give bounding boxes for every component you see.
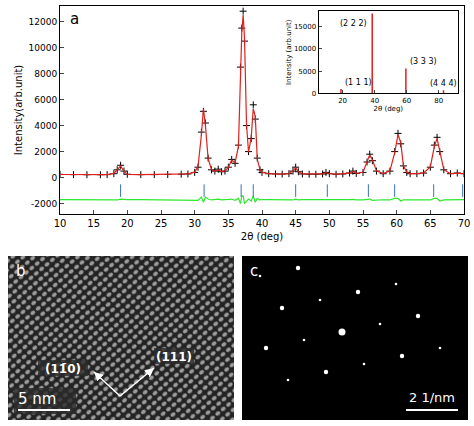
svg-text:-2000: -2000 bbox=[31, 199, 57, 209]
svg-text:b: b bbox=[16, 262, 26, 280]
svg-text:45: 45 bbox=[289, 218, 302, 229]
svg-text:(111): (111) bbox=[156, 350, 192, 364]
svg-text:(11̄0): (11̄0) bbox=[45, 362, 81, 376]
svg-text:8000: 8000 bbox=[34, 69, 57, 79]
svg-text:5 nm: 5 nm bbox=[18, 390, 56, 408]
svg-text:2 1/nm: 2 1/nm bbox=[409, 390, 455, 405]
svg-text:50: 50 bbox=[323, 218, 336, 229]
svg-text:80: 80 bbox=[434, 97, 443, 105]
svg-text:Intensity (arb.unit): Intensity (arb.unit) bbox=[285, 19, 293, 85]
svg-text:5000: 5000 bbox=[298, 68, 316, 76]
svg-text:10000: 10000 bbox=[29, 43, 58, 53]
svg-text:60: 60 bbox=[402, 97, 411, 105]
svg-text:a: a bbox=[70, 10, 79, 28]
svg-text:25: 25 bbox=[155, 218, 168, 229]
svg-text:2θ (deg): 2θ (deg) bbox=[373, 105, 403, 113]
svg-text:40: 40 bbox=[370, 97, 379, 105]
svg-text:55: 55 bbox=[357, 218, 370, 229]
svg-text:20: 20 bbox=[338, 97, 347, 105]
svg-text:0: 0 bbox=[312, 90, 316, 98]
svg-text:(2 2 2): (2 2 2) bbox=[340, 19, 367, 28]
svg-text:2000: 2000 bbox=[34, 147, 57, 157]
svg-text:(3 3 3): (3 3 3) bbox=[410, 57, 437, 66]
svg-text:4000: 4000 bbox=[34, 121, 57, 131]
svg-text:65: 65 bbox=[424, 218, 437, 229]
svg-text:15000: 15000 bbox=[294, 23, 316, 31]
svg-text:40: 40 bbox=[256, 218, 269, 229]
svg-text:10: 10 bbox=[54, 218, 67, 229]
svg-text:15: 15 bbox=[87, 218, 100, 229]
svg-text:Intensity(arb.unit): Intensity(arb.unit) bbox=[13, 65, 24, 156]
svg-text:2θ (deg): 2θ (deg) bbox=[241, 231, 283, 242]
svg-text:35: 35 bbox=[222, 218, 235, 229]
svg-text:0: 0 bbox=[51, 173, 57, 183]
svg-text:6000: 6000 bbox=[34, 95, 57, 105]
svg-text:c: c bbox=[250, 262, 258, 280]
svg-text:30: 30 bbox=[188, 218, 201, 229]
svg-text:10000: 10000 bbox=[294, 45, 316, 53]
svg-text:(1 1 1): (1 1 1) bbox=[345, 78, 372, 87]
svg-text:(4 4 4): (4 4 4) bbox=[430, 79, 457, 88]
svg-text:12000: 12000 bbox=[29, 17, 58, 27]
svg-text:70: 70 bbox=[458, 218, 471, 229]
svg-text:60: 60 bbox=[390, 218, 403, 229]
svg-text:20: 20 bbox=[121, 218, 134, 229]
